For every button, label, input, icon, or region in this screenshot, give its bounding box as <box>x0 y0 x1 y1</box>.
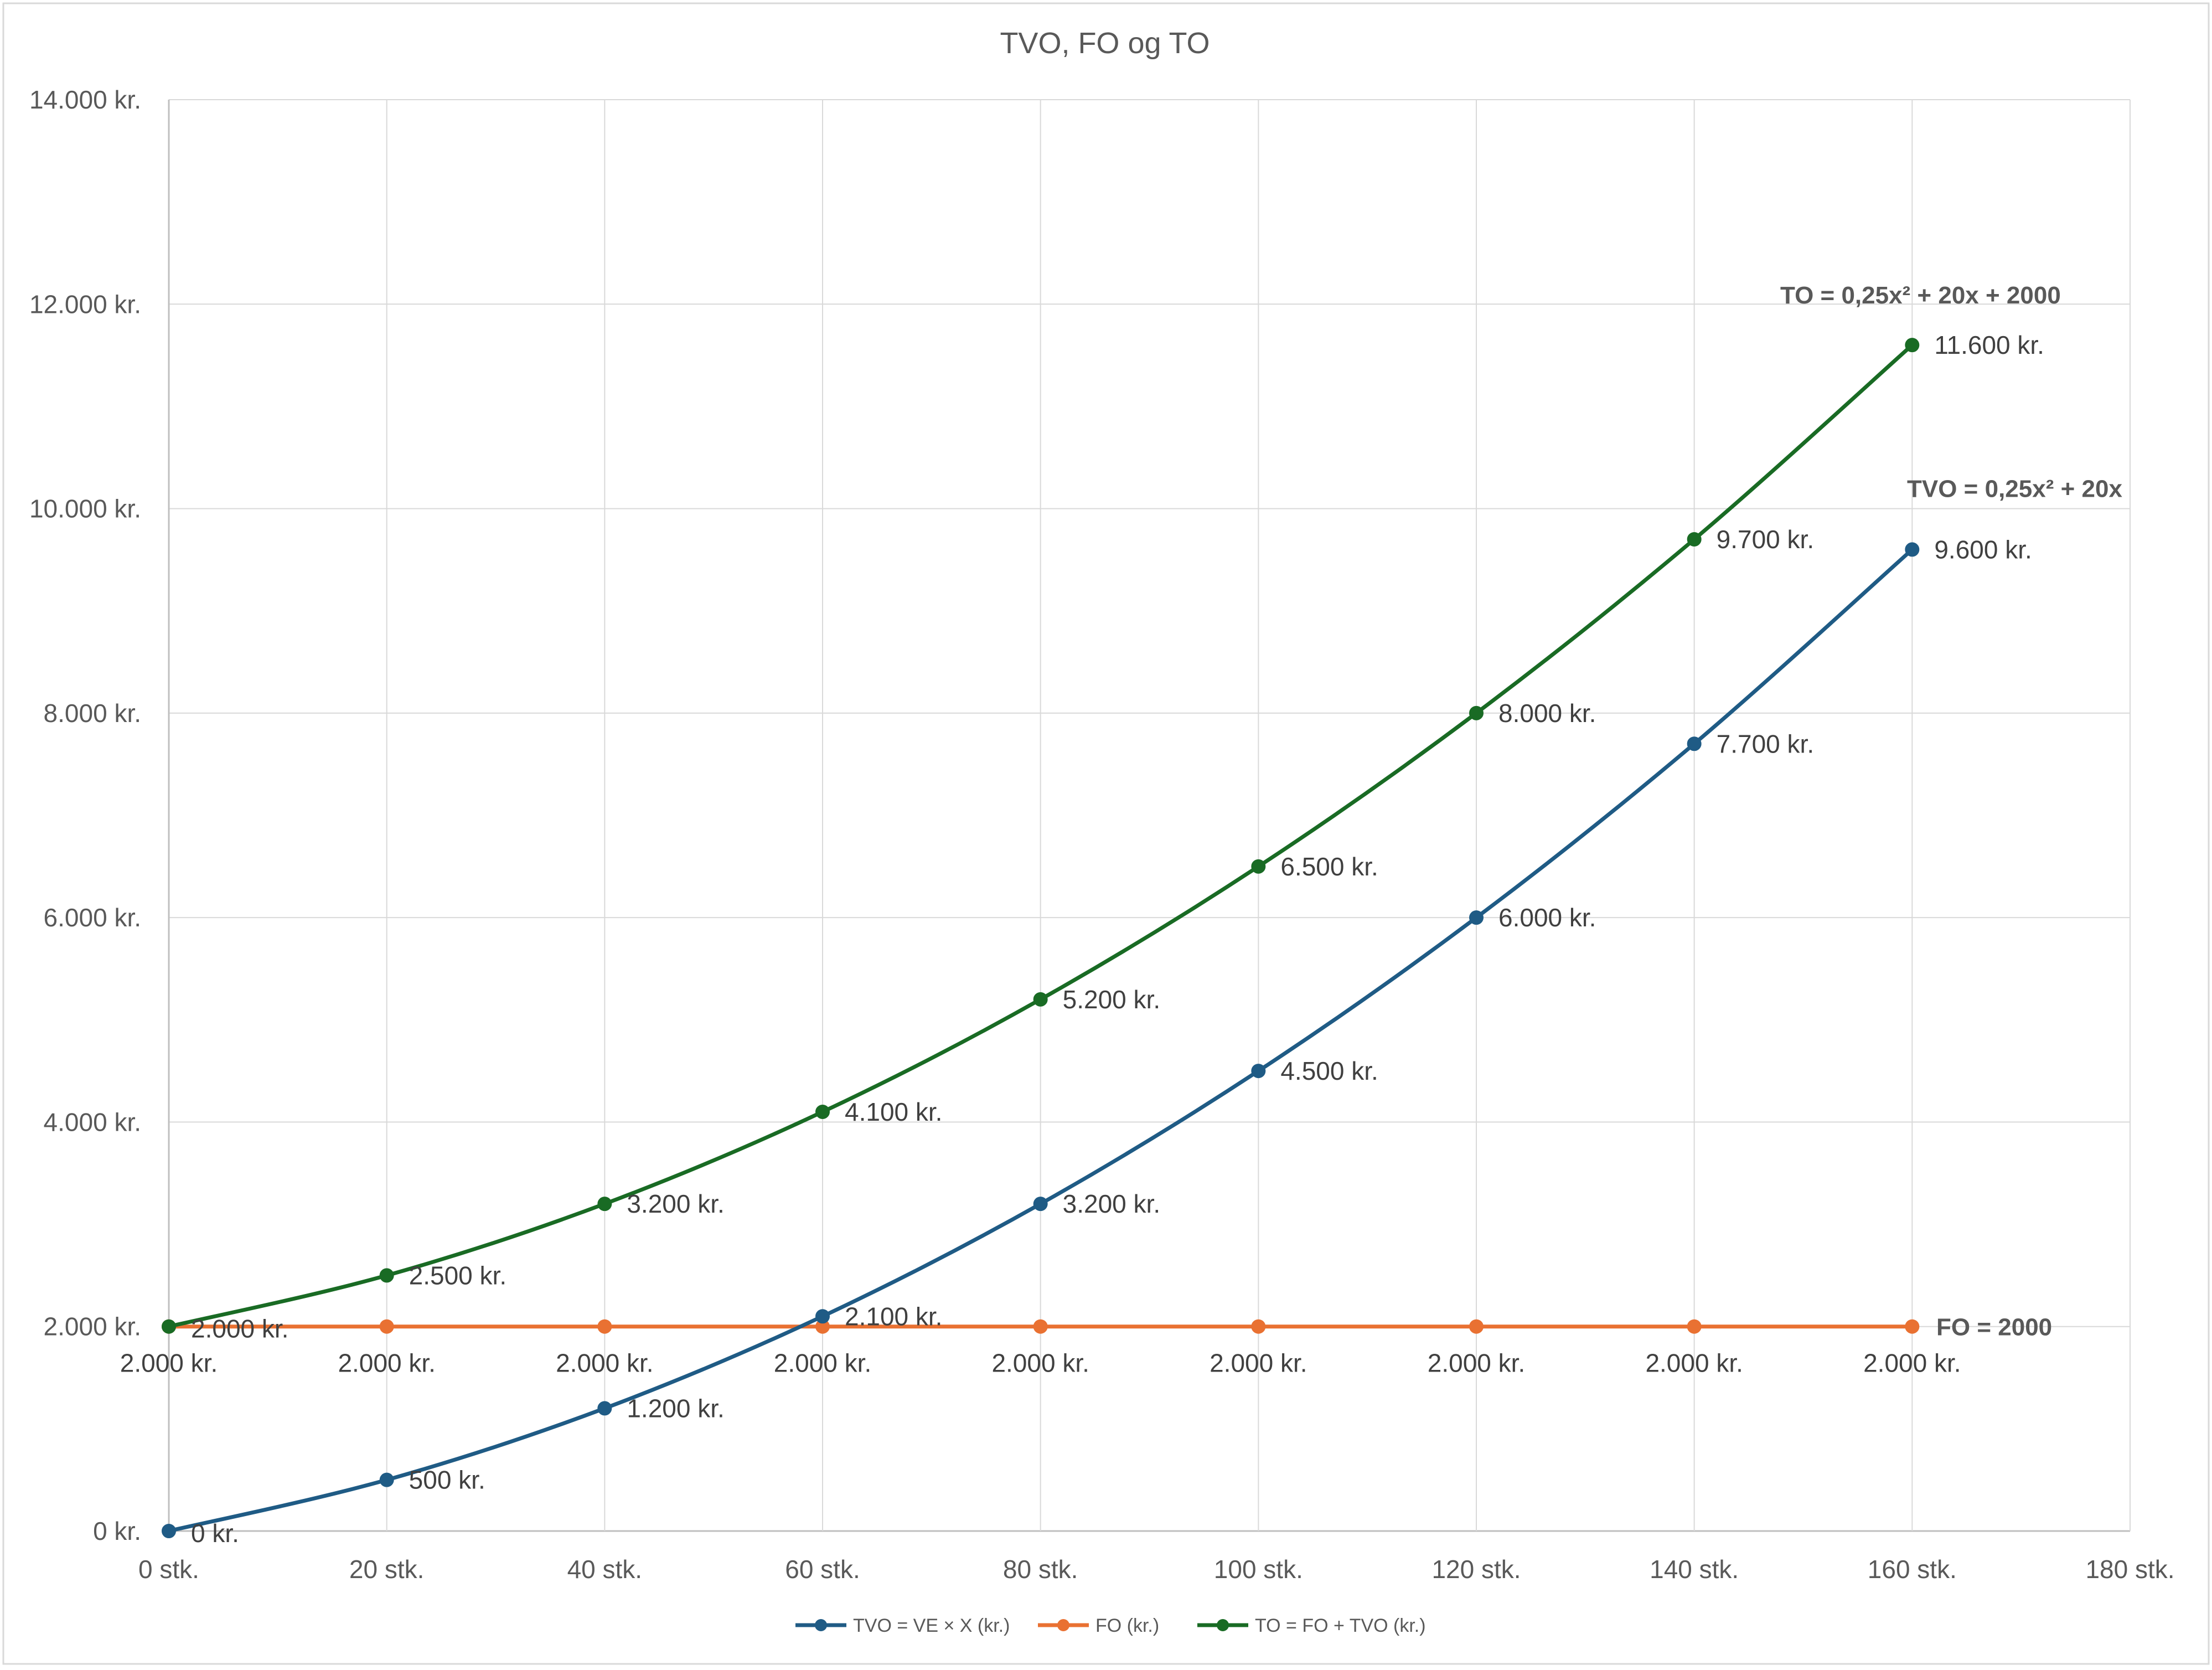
series-line <box>167 343 1914 1329</box>
y-tick-label: 6.000 kr. <box>44 903 141 932</box>
data-label-1: 2.000 kr. <box>120 1349 218 1378</box>
data-label-2: 8.000 kr. <box>1498 699 1596 728</box>
data-label-0: 7.700 kr. <box>1717 729 1814 758</box>
data-point <box>1687 1319 1702 1334</box>
data-point <box>379 1319 394 1334</box>
data-point <box>1905 338 1920 353</box>
trendline-equation-fo: FO = 2000 <box>1936 1314 2052 1341</box>
data-label-1: 2.000 kr. <box>991 1349 1089 1378</box>
data-point <box>1033 1197 1048 1212</box>
legend-label: TO = FO + TVO (kr.) <box>1255 1615 1426 1636</box>
trendline-equation-tvo: TVO = 0,25x² + 20x <box>1907 475 2122 502</box>
data-point <box>815 1104 830 1119</box>
chart-title: TVO, FO og TO <box>1000 27 1210 60</box>
series-lines <box>162 338 1920 1538</box>
data-point <box>597 1401 612 1416</box>
legend-label: FO (kr.) <box>1095 1615 1159 1636</box>
data-label-0: 3.200 kr. <box>1063 1189 1160 1218</box>
data-label-1: 2.000 kr. <box>1210 1349 1307 1378</box>
data-point <box>1687 736 1702 751</box>
legend-item-2[interactable]: TO = FO + TVO (kr.) <box>1197 1615 1426 1636</box>
data-point <box>1251 1064 1266 1079</box>
x-tick-label: 20 stk. <box>349 1555 425 1584</box>
legend[interactable]: TVO = VE × X (kr.) FO (kr.) TO = FO + TVO … <box>795 1615 1426 1636</box>
legend-marker <box>1217 1619 1229 1631</box>
data-labels: 0 kr. 500 kr. 1.200 kr. 2.100 kr. 3.200 kr. 4… <box>120 282 2123 1548</box>
data-label-2: 11.600 kr. <box>1934 331 2044 359</box>
data-point <box>1469 705 1484 720</box>
data-label-2: 5.200 kr. <box>1063 985 1160 1014</box>
y-tick-label: 8.000 kr. <box>44 699 141 728</box>
data-label-2: 3.200 kr. <box>627 1189 724 1218</box>
data-label-2: 2.000 kr. <box>191 1315 288 1343</box>
data-label-2: 2.500 kr. <box>409 1261 507 1290</box>
series-line <box>167 547 1914 1533</box>
legend-item-0[interactable]: TVO = VE × X (kr.) <box>795 1615 1010 1636</box>
y-tick-label: 12.000 kr. <box>29 290 141 318</box>
data-point <box>379 1472 394 1487</box>
data-point <box>1905 542 1920 557</box>
series-2 <box>162 338 1920 1334</box>
trendline-equation-to: TO = 0,25x² + 20x + 2000 <box>1780 282 2061 309</box>
axes: 0 kr. 2.000 kr. 4.000 kr. 6.000 kr. 8.000 kr… <box>29 85 2175 1584</box>
data-label-0: 2.100 kr. <box>845 1302 942 1331</box>
data-point <box>1033 1319 1048 1334</box>
data-point <box>1469 910 1484 925</box>
data-label-0: 500 kr. <box>409 1466 485 1494</box>
data-label-0: 1.200 kr. <box>627 1394 724 1422</box>
data-label-2: 4.100 kr. <box>845 1097 942 1126</box>
data-label-0: 4.500 kr. <box>1280 1056 1378 1085</box>
data-point <box>1469 1319 1484 1334</box>
data-label-0: 9.600 kr. <box>1934 535 2032 564</box>
y-tick-label: 4.000 kr. <box>44 1107 141 1136</box>
x-tick-label: 0 stk. <box>138 1555 199 1584</box>
data-label-1: 2.000 kr. <box>1863 1349 1961 1378</box>
data-point <box>1687 532 1702 547</box>
data-label-1: 2.000 kr. <box>1645 1349 1743 1378</box>
data-label-0: 6.000 kr. <box>1498 903 1596 932</box>
data-label-1: 2.000 kr. <box>338 1349 435 1378</box>
data-point <box>1251 859 1266 874</box>
x-tick-label: 60 stk. <box>785 1555 860 1584</box>
data-point <box>1905 1319 1920 1334</box>
x-tick-label: 80 stk. <box>1003 1555 1078 1584</box>
data-point <box>1251 1319 1266 1334</box>
y-tick-label: 14.000 kr. <box>29 85 141 114</box>
data-label-2: 6.500 kr. <box>1280 852 1378 881</box>
legend-marker <box>1057 1619 1069 1631</box>
x-tick-label: 180 stk. <box>2085 1555 2174 1584</box>
x-tick-label: 120 stk. <box>1431 1555 1521 1584</box>
data-point <box>597 1197 612 1212</box>
x-tick-label: 140 stk. <box>1650 1555 1739 1584</box>
data-point <box>1033 992 1048 1007</box>
data-point <box>815 1309 830 1324</box>
legend-item-1[interactable]: FO (kr.) <box>1038 1615 1159 1636</box>
data-label-1: 2.000 kr. <box>556 1349 653 1378</box>
x-tick-label: 40 stk. <box>567 1555 643 1584</box>
series-0 <box>162 542 1920 1538</box>
data-label-1: 2.000 kr. <box>1428 1349 1525 1378</box>
data-point <box>379 1268 394 1283</box>
legend-label: TVO = VE × X (kr.) <box>853 1615 1010 1636</box>
legend-marker <box>815 1619 827 1631</box>
gridlines <box>168 99 2131 1532</box>
x-tick-label: 160 stk. <box>1868 1555 1957 1584</box>
data-point <box>162 1319 176 1334</box>
x-tick-label: 100 stk. <box>1214 1555 1303 1584</box>
data-label-0: 0 kr. <box>191 1519 239 1548</box>
y-tick-label: 2.000 kr. <box>44 1312 141 1341</box>
data-point <box>162 1524 176 1538</box>
data-point <box>597 1319 612 1334</box>
data-label-1: 2.000 kr. <box>774 1349 871 1378</box>
y-tick-label: 0 kr. <box>93 1517 141 1545</box>
data-label-2: 9.700 kr. <box>1717 525 1814 554</box>
y-tick-label: 10.000 kr. <box>29 494 141 523</box>
